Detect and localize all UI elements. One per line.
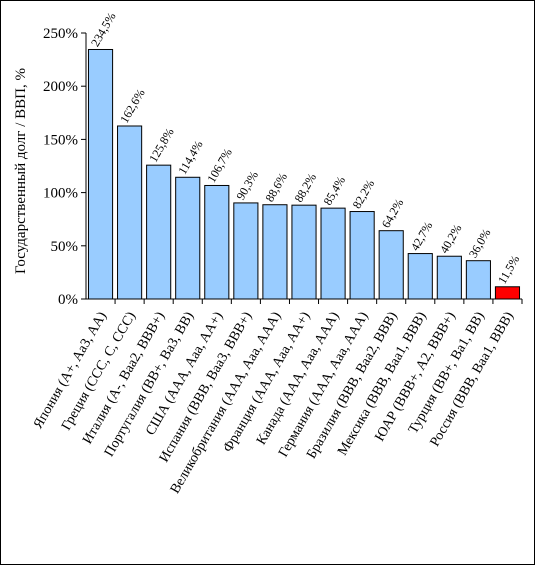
data-label: 114,4% <box>175 138 205 177</box>
y-tick-label: 100% <box>43 186 78 202</box>
data-label: 106,7% <box>204 146 235 185</box>
bar <box>233 202 259 300</box>
data-label: 42,7% <box>408 219 436 253</box>
bars <box>87 48 523 304</box>
bar <box>87 48 114 300</box>
data-label: 162,6% <box>117 86 148 125</box>
y-tick-label: 150% <box>43 132 78 148</box>
data-label: 88,2% <box>291 171 319 205</box>
y-tick-label: 250% <box>43 26 78 42</box>
data-label: 40,2% <box>437 222 465 256</box>
bar <box>494 286 521 300</box>
y-axis-ticks: 0% 50% 100% 150% 200% 250% <box>43 26 86 308</box>
data-label: 90,3% <box>233 169 261 203</box>
y-tick-label: 200% <box>43 79 78 95</box>
bar <box>436 255 462 300</box>
data-label: 64,2% <box>379 196 407 230</box>
y-axis-title-group: Государственный долг / ВВП, % <box>13 68 29 274</box>
y-tick-label: 50% <box>51 239 79 255</box>
category-labels: Япония (A+, Aa3, AA)Греция (CCC, C, CCC)… <box>31 309 517 496</box>
data-label: 125,8% <box>146 126 177 165</box>
bar <box>349 211 375 300</box>
bar <box>262 204 288 300</box>
data-label: 11,5% <box>495 253 522 286</box>
bar <box>465 260 491 300</box>
axes <box>85 33 522 300</box>
bar <box>291 204 317 300</box>
data-label: 36,0% <box>466 226 494 260</box>
data-label: 88,6% <box>262 170 290 204</box>
y-tick-label: 0% <box>58 292 78 308</box>
bar <box>407 253 433 300</box>
data-label: 82,2% <box>350 177 378 211</box>
bar <box>146 164 172 300</box>
bar <box>320 207 346 300</box>
data-label: 85,4% <box>321 174 349 208</box>
bar <box>117 125 143 300</box>
bar <box>378 230 404 300</box>
data-label: 234,5% <box>88 10 119 49</box>
y-axis-title: Государственный долг / ВВП, % <box>13 68 29 274</box>
bar <box>175 176 201 300</box>
bar <box>204 184 230 300</box>
